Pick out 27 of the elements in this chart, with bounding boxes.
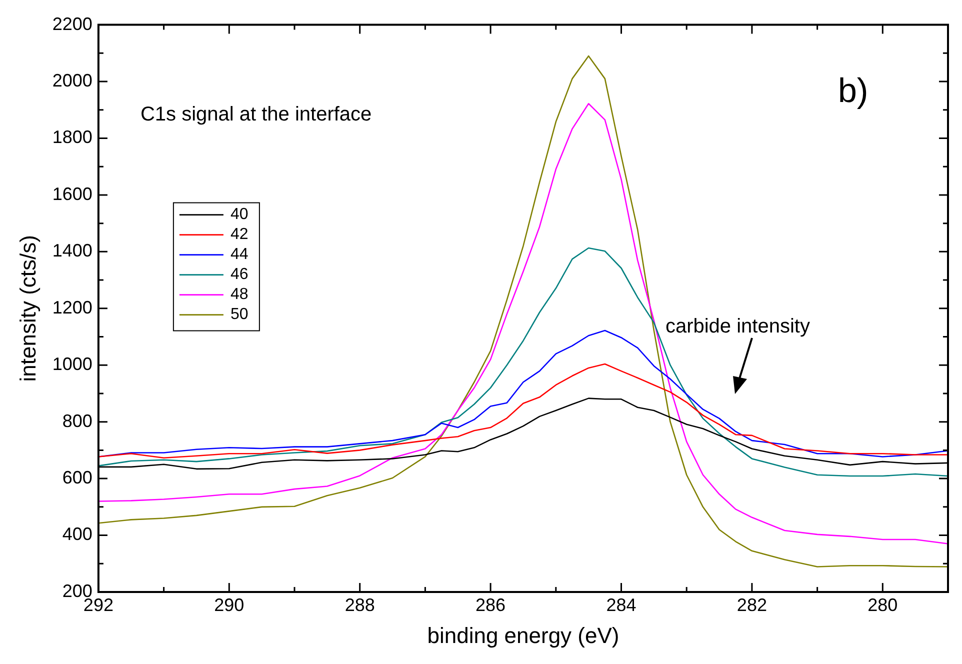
legend-label: 44 xyxy=(230,246,248,264)
annotation: b) xyxy=(838,72,868,110)
y-tick-label: 400 xyxy=(62,524,92,544)
annotation: C1s signal at the interface xyxy=(140,103,372,126)
legend-label: 50 xyxy=(230,306,248,324)
legend-label: 42 xyxy=(230,226,248,244)
legend-label: 46 xyxy=(230,266,248,284)
y-axis-title: intensity (cts/s) xyxy=(15,235,40,382)
y-tick-label: 1400 xyxy=(52,240,92,261)
y-tick-label: 1200 xyxy=(52,297,92,318)
annotation: carbide intensity xyxy=(665,315,810,338)
x-tick-label: 290 xyxy=(214,594,244,615)
x-tick-label: 280 xyxy=(868,594,898,615)
y-tick-label: 2000 xyxy=(52,70,92,90)
y-tick-label: 1600 xyxy=(52,184,92,204)
y-tick-label: 1000 xyxy=(52,354,92,374)
x-tick-label: 284 xyxy=(606,594,636,615)
x-tick-label: 286 xyxy=(476,594,506,615)
x-axis-title: binding energy (eV) xyxy=(427,622,620,648)
x-tick-label: 282 xyxy=(736,594,767,615)
y-tick-label: 800 xyxy=(62,410,92,431)
legend-label: 48 xyxy=(230,286,248,304)
x-tick-label: 288 xyxy=(344,594,375,615)
y-tick-label: 600 xyxy=(62,468,92,488)
y-tick-label: 2200 xyxy=(52,14,92,34)
legend-label: 40 xyxy=(230,206,248,224)
y-tick-label: 1800 xyxy=(52,127,92,148)
